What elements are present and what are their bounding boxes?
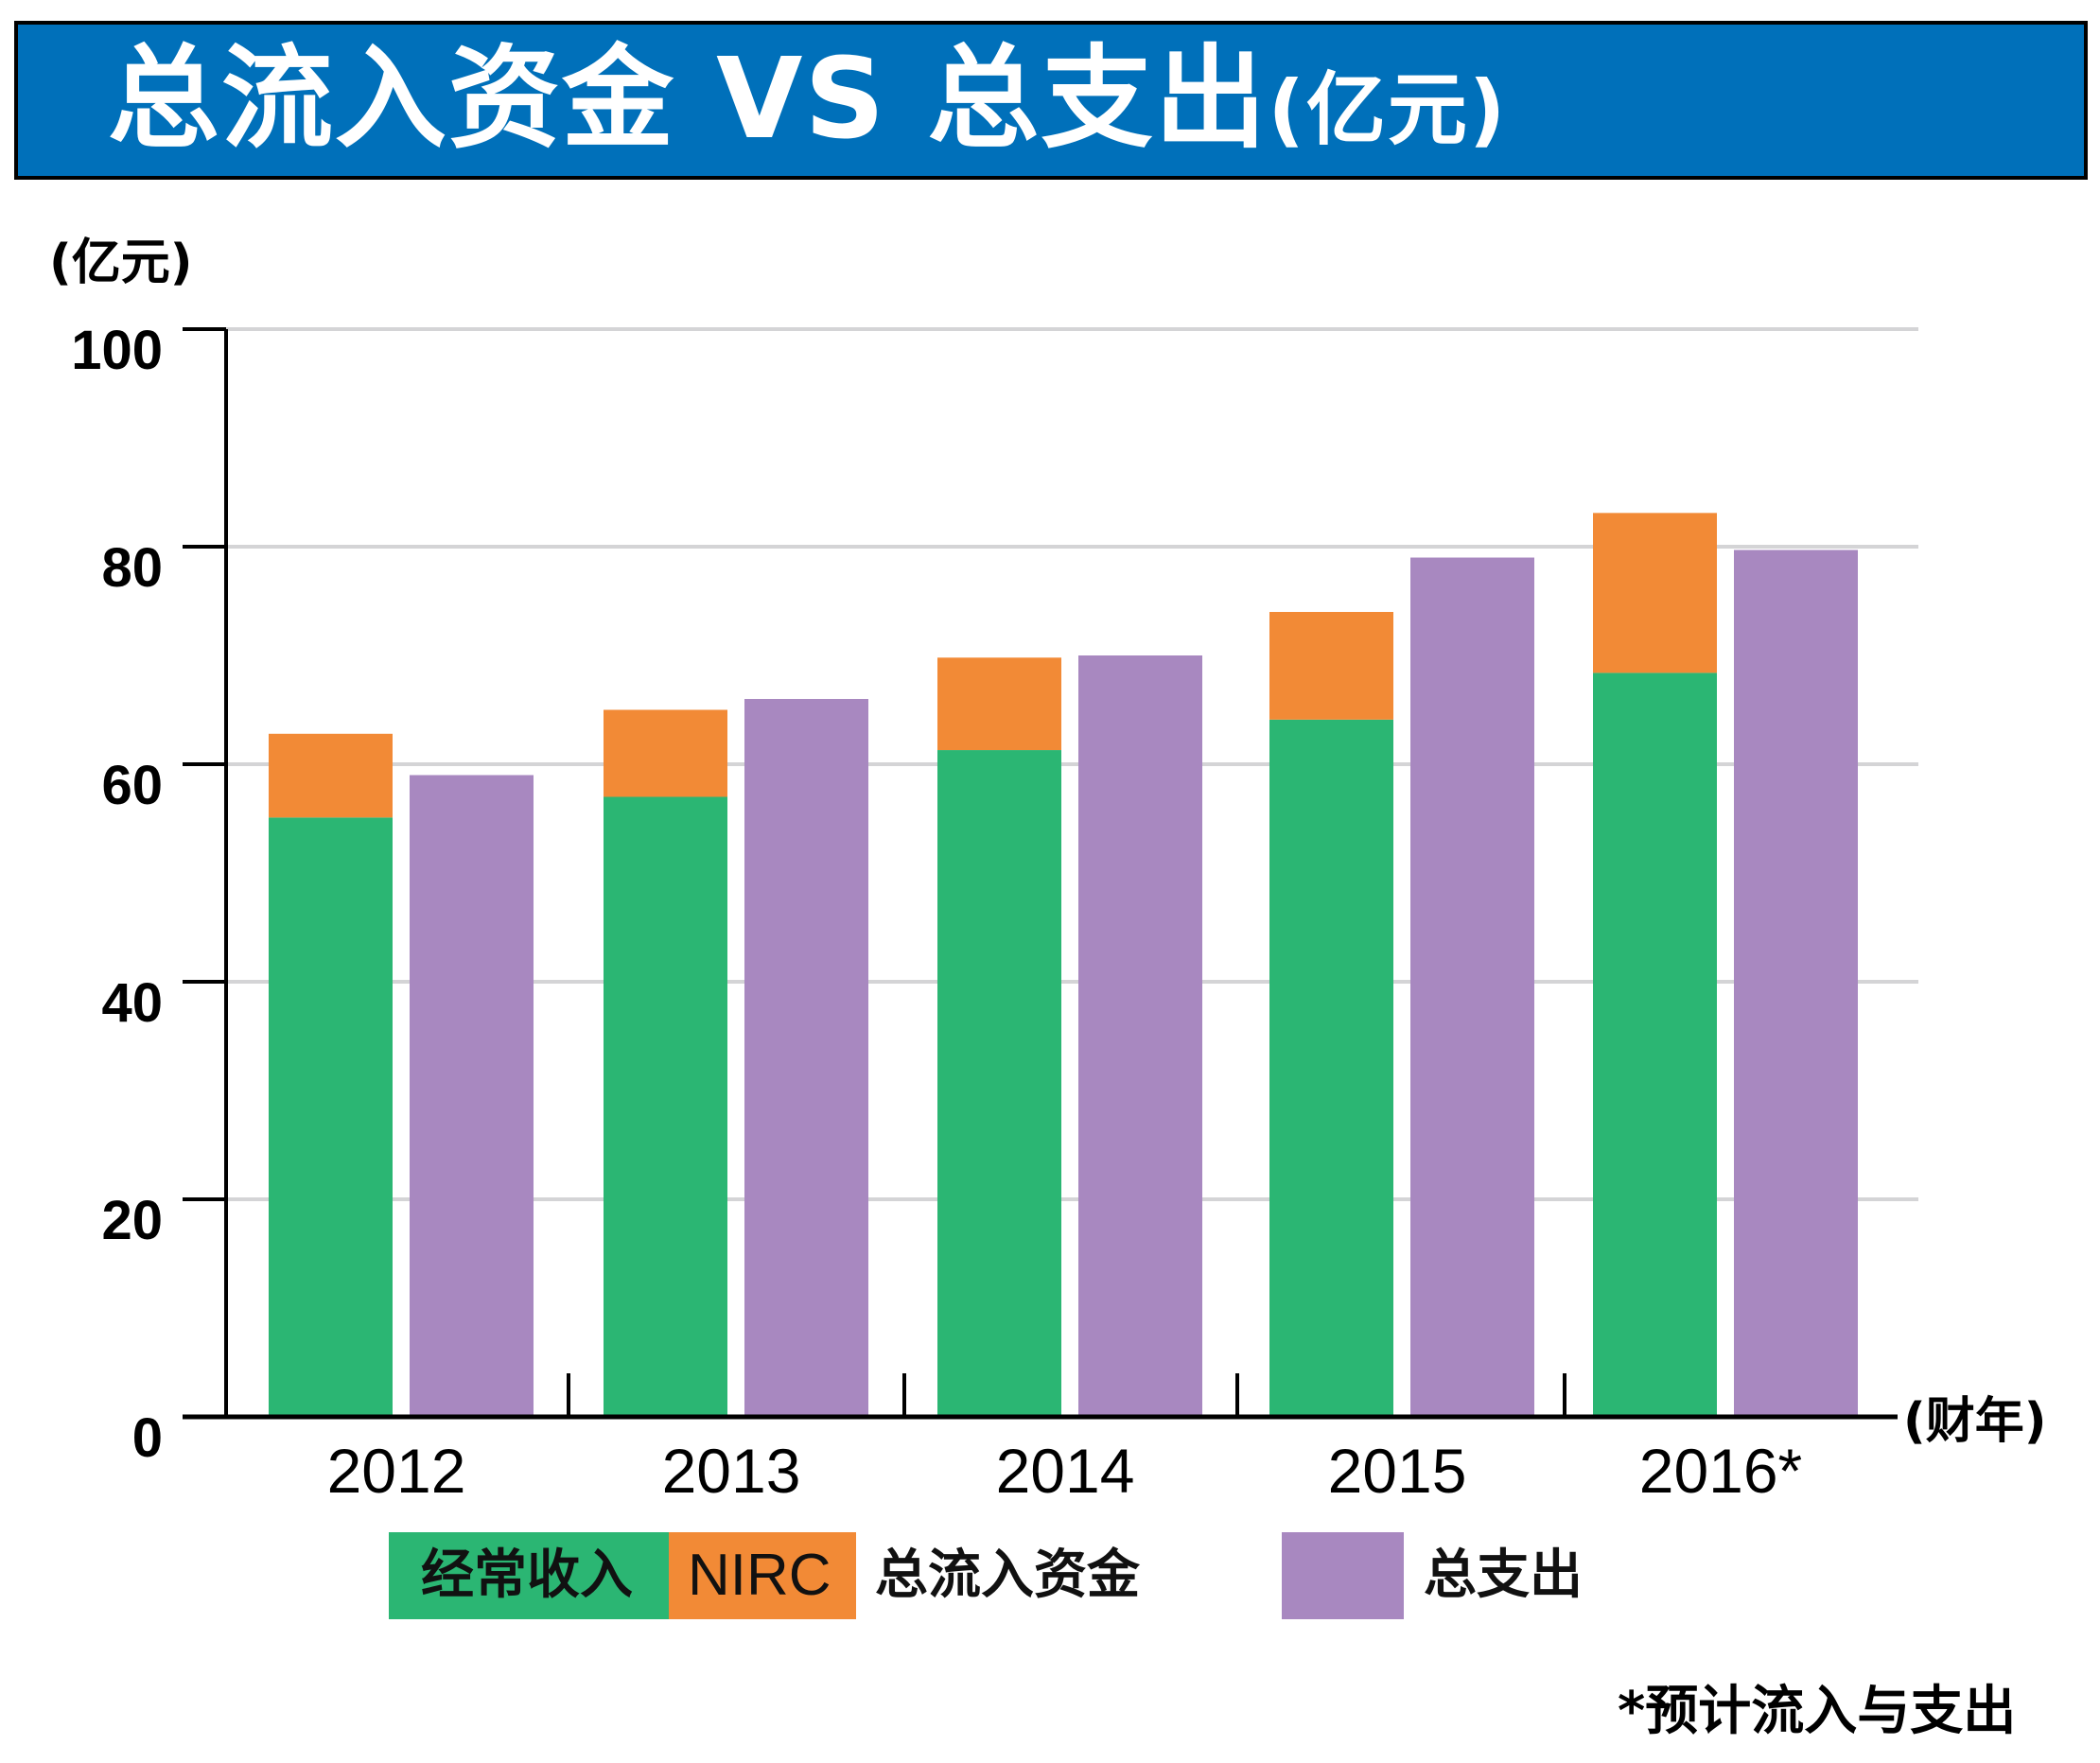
bar-recurring-income — [937, 750, 1061, 1417]
x-axis-unit-label: (财年) — [1903, 1393, 2047, 1450]
y-tick-label: 100 — [71, 320, 163, 381]
bar-recurring-income — [1593, 672, 1717, 1417]
x-tick-label: 2012 — [327, 1436, 466, 1506]
legend-swatch-recurring-income: 经常收入 — [389, 1532, 669, 1619]
bar-recurring-income — [269, 817, 393, 1417]
footnote: *预计流入与支出 — [1618, 1681, 2017, 1742]
y-tick-label: 80 — [101, 537, 163, 599]
bar-total-expenditure — [1410, 557, 1534, 1417]
bar-nirc — [269, 733, 393, 818]
x-tick-labels: 2012 2013 2014 2015 2016* — [327, 1436, 1803, 1506]
bar-nirc — [604, 709, 727, 797]
legend-label-total-inflow: 总流入资金 — [875, 1545, 1140, 1606]
title-banner: 总流入资金 VS 总支出(亿元) — [14, 21, 2088, 180]
y-axis-unit-label: (亿元) — [49, 235, 193, 291]
y-tick-label: 0 — [132, 1407, 163, 1469]
legend-swatch-nirc: NIRC — [669, 1532, 856, 1619]
bar-total-expenditure — [410, 775, 534, 1417]
chart-title-text: 总流入资金 VS 总支出 — [108, 33, 1269, 164]
bar-recurring-income — [1269, 719, 1393, 1417]
y-tick-label: 20 — [101, 1190, 163, 1251]
bar-nirc — [1593, 513, 1717, 673]
x-tick-label: 2014 — [996, 1436, 1135, 1506]
chart-title: 总流入资金 VS 总支出(亿元) — [108, 32, 1507, 176]
x-tick-label: 2016* — [1639, 1436, 1803, 1506]
y-tick-label: 40 — [101, 972, 163, 1034]
bar-total-expenditure — [1734, 550, 1858, 1417]
bars — [269, 513, 1858, 1417]
y-tick-labels: 0 20 40 60 80 100 — [71, 320, 163, 1469]
x-tick-label: 2013 — [662, 1436, 801, 1506]
legend-label-recurring-income: 经常收入 — [421, 1545, 633, 1606]
bar-recurring-income — [604, 796, 727, 1417]
bar-nirc — [937, 657, 1061, 751]
legend-label-total-expenditure: 总支出 — [1424, 1545, 1583, 1606]
chart-title-unit: (亿元) — [1268, 63, 1508, 156]
bar-total-expenditure — [1078, 655, 1202, 1417]
legend: 经常收入 NIRC 总流入资金 总支出 — [0, 1532, 2100, 1619]
x-tick-label: 2015 — [1328, 1436, 1467, 1506]
bar-nirc — [1269, 612, 1393, 720]
legend-label-nirc: NIRC — [688, 1543, 831, 1608]
y-tick-label: 60 — [101, 755, 163, 816]
legend-swatch-total-expenditure — [1282, 1532, 1404, 1619]
axes — [183, 327, 1898, 1420]
bar-total-expenditure — [744, 699, 868, 1417]
